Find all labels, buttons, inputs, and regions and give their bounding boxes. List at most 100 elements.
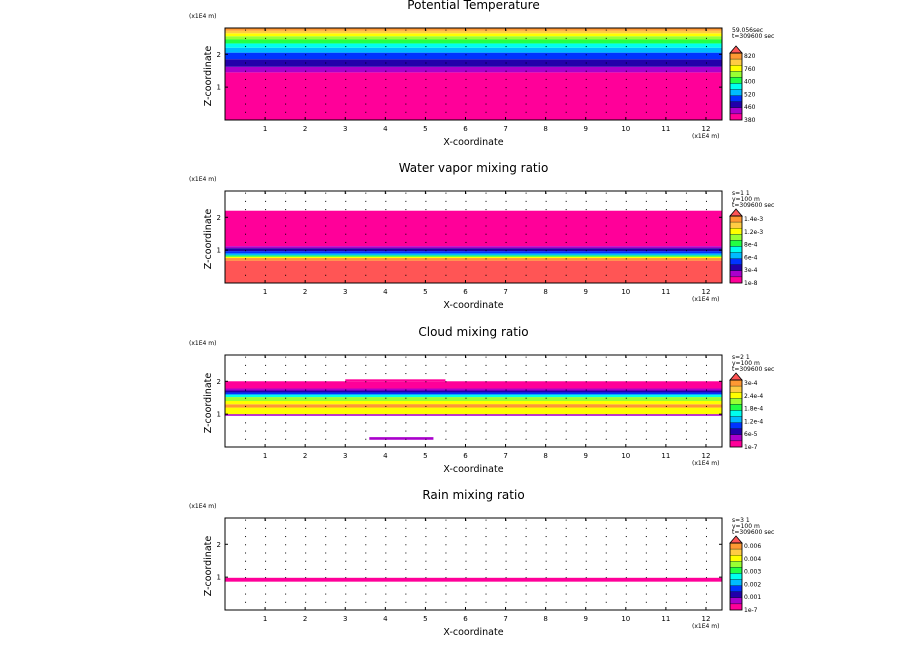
x-axis-label: X-coordinate (443, 464, 503, 475)
x-tick-label: 11 (661, 125, 670, 133)
contour-band (225, 248, 722, 252)
plot-area (225, 192, 722, 283)
y-unit-label: (x1E4 m) (189, 503, 216, 510)
colorbar-segment (729, 542, 743, 550)
x-tick-label: 8 (543, 288, 547, 296)
colorbar-label: 3e-4 (744, 380, 758, 387)
plot-area (225, 519, 722, 603)
contour-band (225, 33, 722, 37)
colorbar-segment (729, 89, 743, 96)
run-info: y=100 m (732, 360, 760, 367)
x-tick-label: 4 (383, 288, 388, 296)
x-tick-label: 3 (343, 288, 347, 296)
contour-patch (345, 404, 606, 407)
contour-band (225, 246, 722, 249)
colorbar-segment (729, 440, 743, 448)
contour-band (225, 414, 722, 416)
contour-band (225, 255, 722, 257)
x-tick-label: 3 (343, 452, 347, 460)
x-tick-label: 11 (661, 288, 670, 296)
contour-band (225, 388, 722, 391)
x-tick-label: 7 (503, 452, 507, 460)
colorbar-label: 460 (744, 104, 756, 111)
colorbar-label: 760 (744, 66, 756, 73)
y-axis-label: Z-coordinate (203, 209, 214, 270)
contour-band (225, 72, 722, 120)
colorbar-segment (729, 379, 743, 387)
x-unit-label: (x1E4 m) (692, 296, 719, 303)
x-tick-label: 7 (503, 288, 507, 296)
x-tick-label: 7 (503, 615, 507, 623)
contour-band (225, 43, 722, 48)
run-info: t=309600 sec (732, 33, 774, 40)
colorbar-segment (729, 548, 743, 556)
contour-band (225, 394, 722, 398)
colorbar-frame (729, 542, 743, 611)
contour-band (225, 47, 722, 53)
colorbar-segment (729, 561, 743, 568)
contour-band (225, 407, 722, 415)
grid-dots (245, 29, 707, 113)
colorbar-segment (729, 404, 743, 411)
colorbar-label: 2.4e-4 (744, 393, 763, 400)
colorbar-segment (729, 107, 743, 115)
y-tick-label: 2 (217, 378, 221, 386)
x-tick-label: 11 (661, 615, 670, 623)
colorbar-segment (729, 215, 743, 223)
colorbar-label: 6e-4 (744, 254, 758, 261)
chart-title: Water vapor mixing ratio (399, 161, 549, 175)
grid-dots (245, 519, 707, 603)
contour-band (225, 66, 722, 73)
y-tick-label: 1 (217, 574, 221, 582)
contour-band (225, 401, 722, 405)
colorbar-segment (729, 567, 743, 574)
x-unit-label: (x1E4 m) (692, 133, 719, 140)
colorbar-segment (729, 597, 743, 605)
plot-frame (224, 517, 723, 611)
colorbar-label: 0.002 (744, 581, 761, 588)
colorbar-label: 400 (744, 79, 756, 86)
x-tick-label: 8 (543, 125, 547, 133)
colorbar-extend-arrow (729, 535, 743, 544)
colorbar-label: 380 (744, 117, 756, 124)
colorbar-segment (729, 113, 743, 121)
y-axis-label: Z-coordinate (203, 46, 214, 107)
colorbar-label: 0.006 (744, 543, 761, 550)
x-tick-label: 2 (303, 125, 307, 133)
colorbar-segment (729, 392, 743, 399)
run-info: s=1 1 (732, 190, 750, 197)
run-info: 59.056sec (732, 27, 763, 34)
x-axis-label: X-coordinate (443, 627, 503, 638)
colorbar-label: 1.8e-4 (744, 406, 763, 413)
colorbar-segment (729, 246, 743, 253)
colorbar-segment (729, 555, 743, 562)
colorbar-label: 0.003 (744, 569, 761, 576)
colorbar-segment (729, 416, 743, 423)
plot-area (225, 28, 722, 120)
grid-dots (245, 356, 707, 440)
colorbar-extend-arrow (729, 208, 743, 217)
y-unit-label: (x1E4 m) (189, 176, 216, 183)
contour-band (225, 390, 722, 393)
x-tick-label: 9 (583, 125, 587, 133)
y-tick-label: 1 (217, 247, 221, 255)
contour-patch (345, 379, 446, 382)
colorbar-segment (729, 252, 743, 259)
x-tick-label: 1 (263, 125, 267, 133)
plot-frame (224, 27, 723, 121)
x-tick-label: 1 (263, 452, 267, 460)
x-tick-label: 9 (583, 452, 587, 460)
colorbar-label: 1e-7 (744, 607, 758, 614)
contour-band (225, 253, 722, 256)
panel-3 (224, 354, 743, 448)
colorbar-segment (729, 71, 743, 78)
x-tick-label: 4 (383, 615, 388, 623)
x-tick-label: 3 (343, 615, 347, 623)
x-tick-label: 6 (463, 288, 468, 296)
colorbar-label: 1e-8 (744, 280, 758, 287)
x-tick-label: 12 (702, 615, 711, 623)
colorbar-extend-arrow (729, 45, 743, 54)
colorbar-segment (729, 234, 743, 241)
colorbar-label: 3e-4 (744, 267, 758, 274)
